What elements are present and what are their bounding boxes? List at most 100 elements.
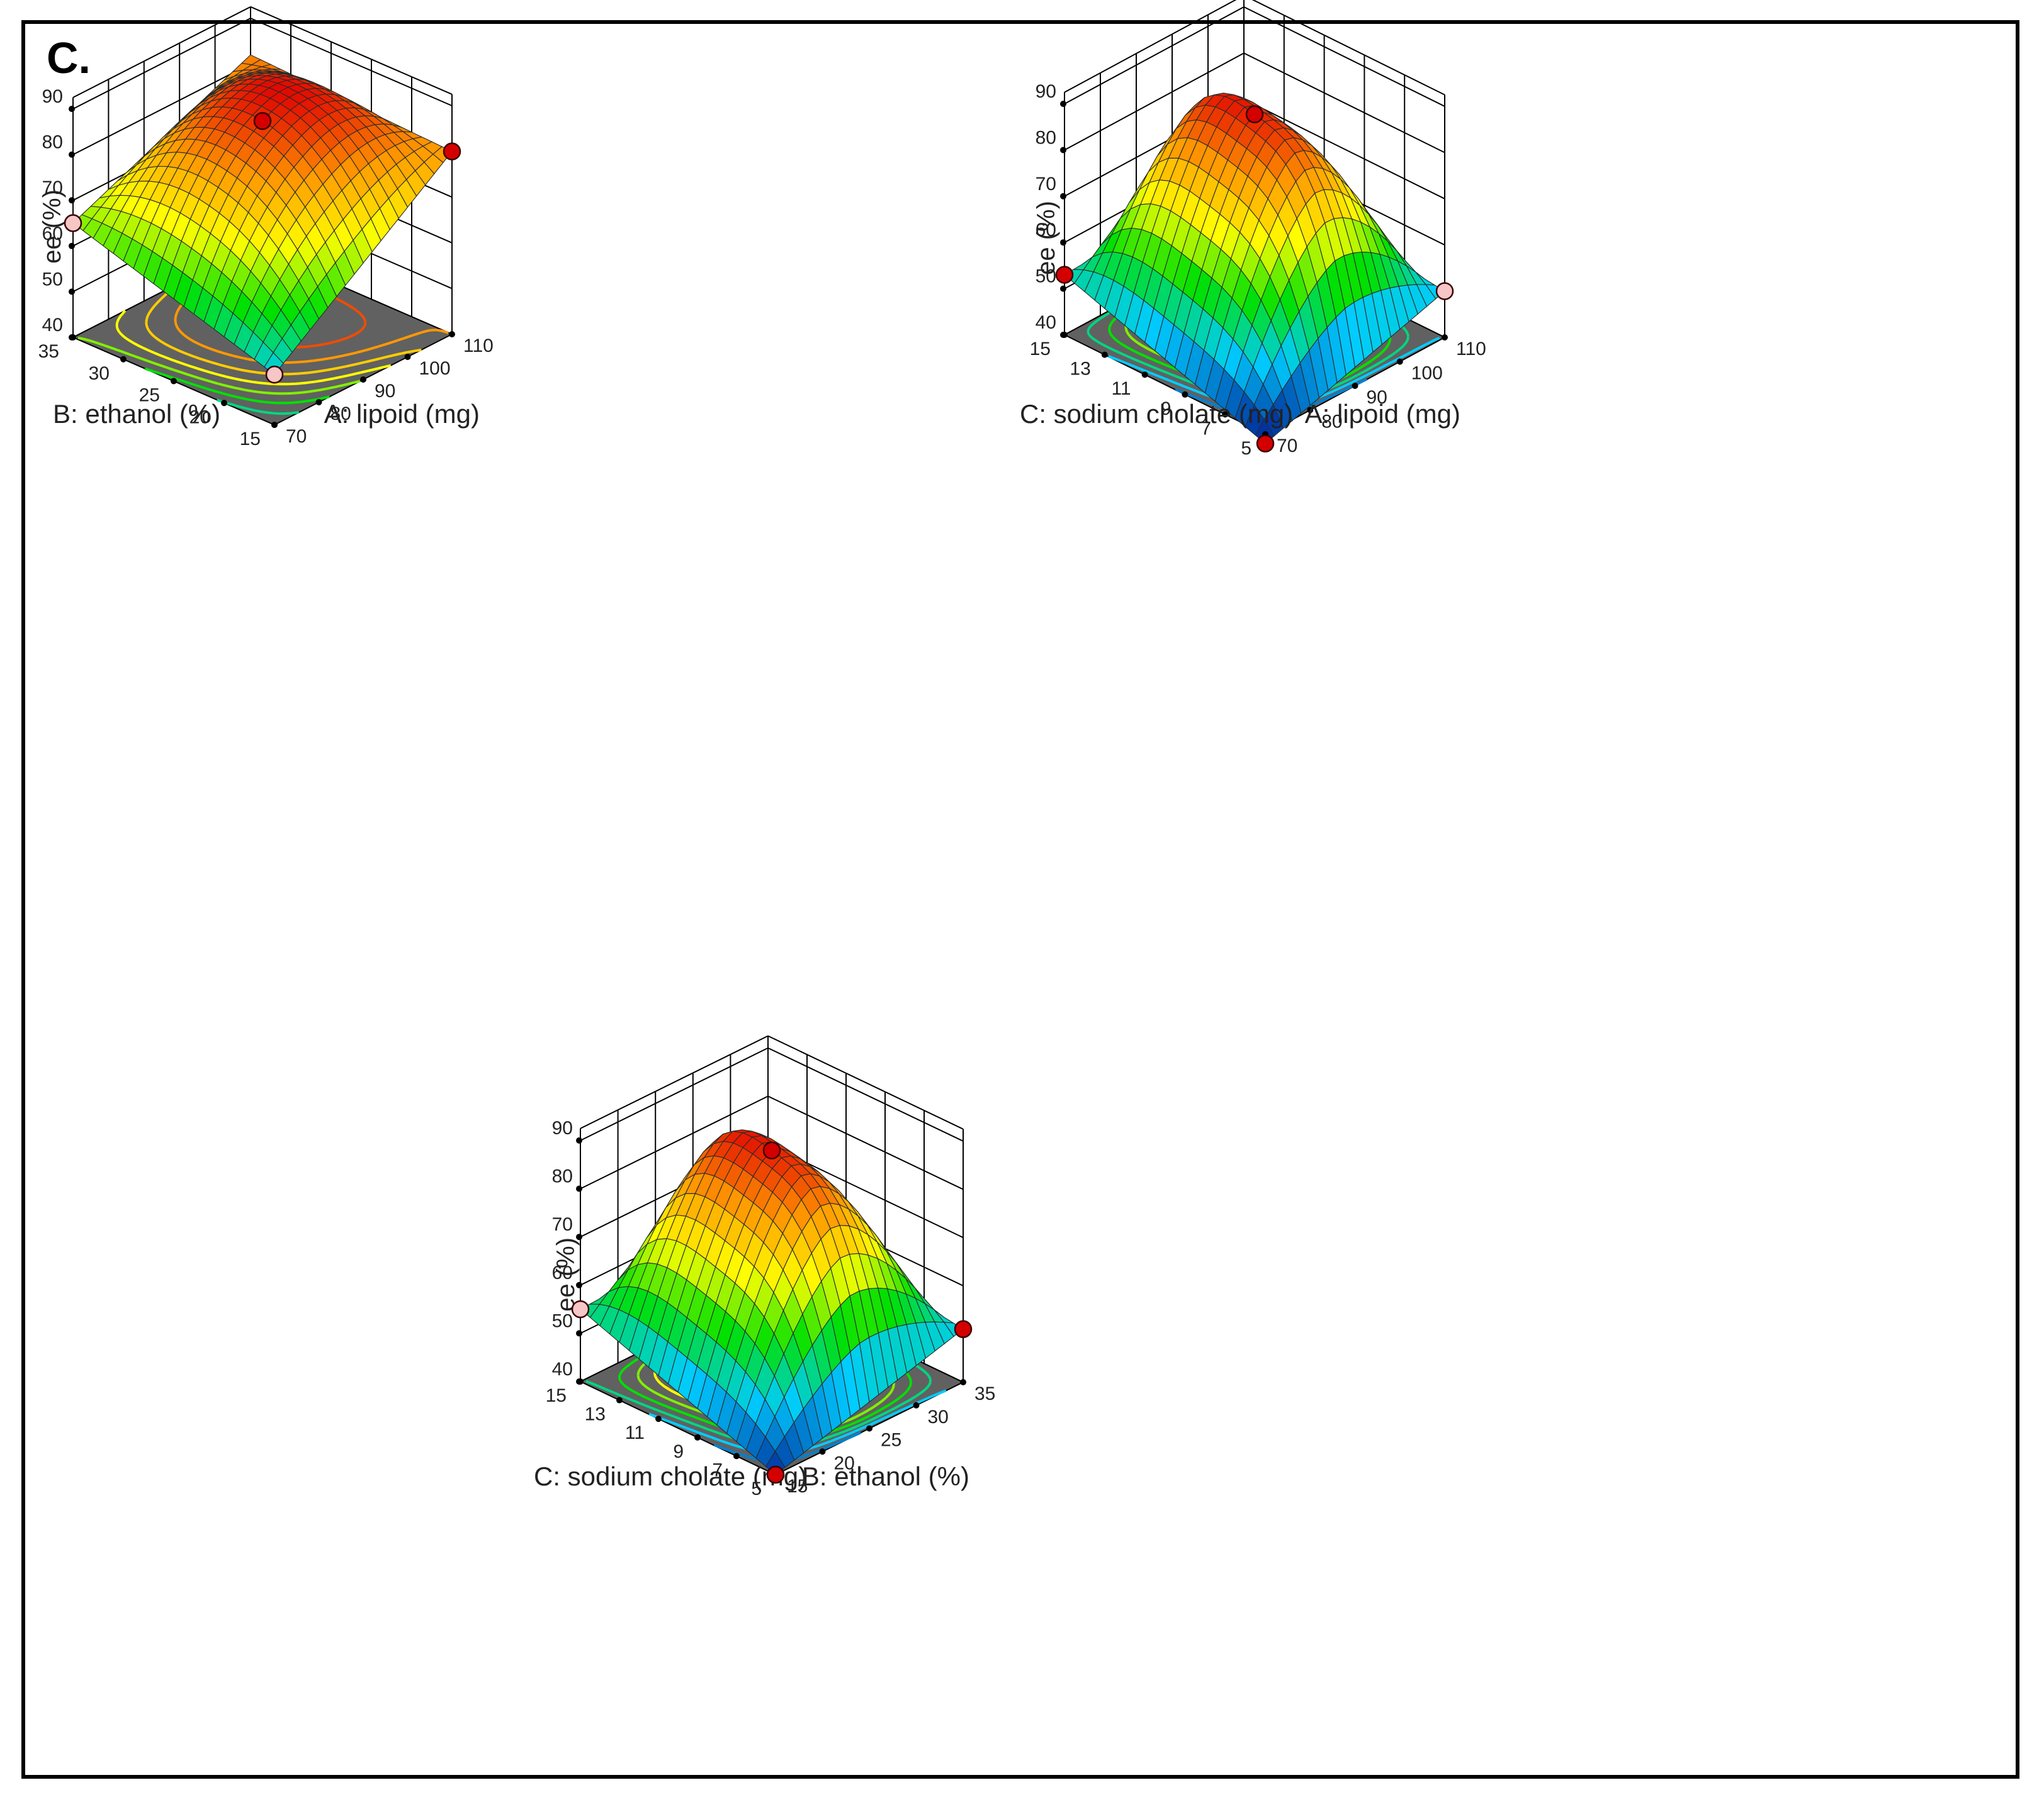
design-point [443, 142, 461, 160]
floor-axes: 70 80 90 100 110 5 7 9 11 13 15 C: sodium cholate (… [1020, 332, 1486, 459]
left-axis-tick [120, 356, 127, 363]
left-axis-tick-label: 15 [240, 429, 261, 449]
left-axis-tick [271, 422, 278, 428]
left-axis-tick [1141, 371, 1148, 378]
wall-gridline-horizontal [1243, 6, 1445, 107]
wall-gridline-horizontal [1064, 6, 1245, 104]
left-axis-tick [70, 334, 76, 341]
left-axis-tick-label: 35 [38, 341, 59, 362]
left-axis-tick-label: 11 [1111, 378, 1131, 399]
design-point [954, 1320, 973, 1338]
design-point [1055, 266, 1074, 284]
design-points [1055, 105, 1454, 453]
z-tick-mark [69, 151, 75, 158]
response-surface [580, 1129, 964, 1475]
z-tick-mark [69, 242, 75, 249]
contour-line [216, 398, 300, 415]
left-axis-tick [694, 1434, 701, 1441]
left-axis-tick-label: 20 [189, 407, 210, 427]
wall-gridline-horizontal [72, 63, 251, 155]
right-axis-tick [1307, 407, 1314, 414]
z-tick-mark [1060, 147, 1066, 154]
left-axis-tick [1061, 332, 1068, 338]
right-axis-tick-label: 25 [881, 1430, 901, 1451]
z-tick-label: 70 [42, 177, 63, 198]
right-axis-tick-label: 110 [1456, 339, 1486, 359]
z-tick-mark [576, 1137, 582, 1144]
wall-gridline-horizontal [72, 18, 251, 110]
right-axis-tick [819, 1448, 826, 1455]
z-tick-label: 60 [42, 223, 63, 244]
z-tick-label: 40 [42, 315, 63, 335]
wall-top-edge [250, 6, 453, 95]
z-axis-title: ee (%) [552, 1237, 580, 1312]
right-factor-title: B: ethanol (%) [802, 1461, 969, 1491]
right-factor-title: A: lipoid (mg) [324, 399, 480, 429]
left-axis-tick [655, 1416, 662, 1422]
design-points [571, 1141, 973, 1484]
wall-gridline-horizontal [1243, 52, 1445, 154]
z-axis-title: ee (%) [1032, 201, 1060, 275]
left-axis-tick [577, 1378, 584, 1385]
right-axis-tick-label: 110 [463, 335, 494, 356]
design-point [1435, 282, 1454, 300]
z-tick-mark [69, 288, 75, 295]
right-axis-tick [913, 1402, 920, 1409]
z-tick-label: 60 [552, 1263, 573, 1283]
z-tick-mark [1060, 101, 1066, 107]
right-axis-tick-label: 90 [1367, 387, 1387, 408]
left-factor-title: C: sodium cholate (mg) [534, 1461, 807, 1491]
z-tick-label: 50 [42, 269, 63, 290]
panel-label: C. [47, 33, 91, 82]
wall-top-edge [1064, 0, 1237, 93]
contour-line [77, 336, 361, 395]
wall-top-edge [580, 1035, 769, 1129]
left-axis-tick [1101, 351, 1108, 358]
wall-gridline-horizontal [1243, 98, 1445, 200]
z-tick-mark [1060, 285, 1066, 292]
left-axis-tick-label: 9 [1161, 398, 1172, 419]
figure-frame [21, 20, 2019, 1779]
z-axis: 40 50 60 70 80 90 ee (%) [1032, 81, 1066, 338]
left-axis-tick-label: 15 [1030, 339, 1051, 359]
right-axis-tick [1352, 383, 1358, 389]
right-axis-tick-label: 100 [1411, 363, 1443, 384]
right-axis-tick [404, 354, 411, 360]
design-points [64, 112, 461, 384]
right-axis-tick-label: 35 [974, 1383, 995, 1404]
z-tick-label: 60 [1036, 220, 1056, 240]
wall-gridline-horizontal [580, 1047, 769, 1141]
design-point [766, 1465, 785, 1484]
design-point [762, 1141, 781, 1160]
wall-gridline-horizontal [767, 1095, 964, 1190]
right-axis-tick [960, 1379, 966, 1385]
left-axis-tick-label: 15 [546, 1385, 567, 1406]
right-axis-tick-label: 90 [375, 381, 395, 402]
left-axis-tick-label: 30 [89, 363, 110, 384]
left-axis-tick-label: 7 [712, 1460, 723, 1480]
right-factor-title: A: lipoid (mg) [1305, 399, 1460, 429]
right-axis-tick-label: 80 [1321, 412, 1342, 432]
floor-axes: 70 80 90 100 110 15 20 25 30 35 B: ethanol (%) A: l… [38, 331, 494, 449]
response-surface [1064, 93, 1445, 444]
left-axis-tick [221, 400, 227, 407]
wall-gridline-horizontal [767, 1047, 964, 1142]
design-point [265, 365, 284, 384]
z-tick-mark [1060, 193, 1066, 200]
z-tick-label: 80 [552, 1166, 573, 1187]
right-axis-tick-label: 20 [834, 1453, 855, 1473]
wall-gridline-horizontal [250, 18, 453, 106]
left-axis-tick [733, 1453, 740, 1460]
right-axis-tick-label: 70 [286, 426, 307, 447]
left-axis-tick [616, 1397, 623, 1404]
z-tick-label: 90 [42, 86, 63, 107]
design-point [1245, 105, 1264, 123]
z-tick-mark [1060, 239, 1066, 246]
z-axis: 40 50 60 70 80 90 ee (%) [552, 1118, 582, 1385]
right-axis-tick [449, 331, 455, 337]
left-axis-tick [1222, 411, 1229, 418]
left-axis-tick [1182, 391, 1189, 398]
z-tick-mark [69, 197, 75, 204]
right-axis-tick [1396, 358, 1403, 365]
